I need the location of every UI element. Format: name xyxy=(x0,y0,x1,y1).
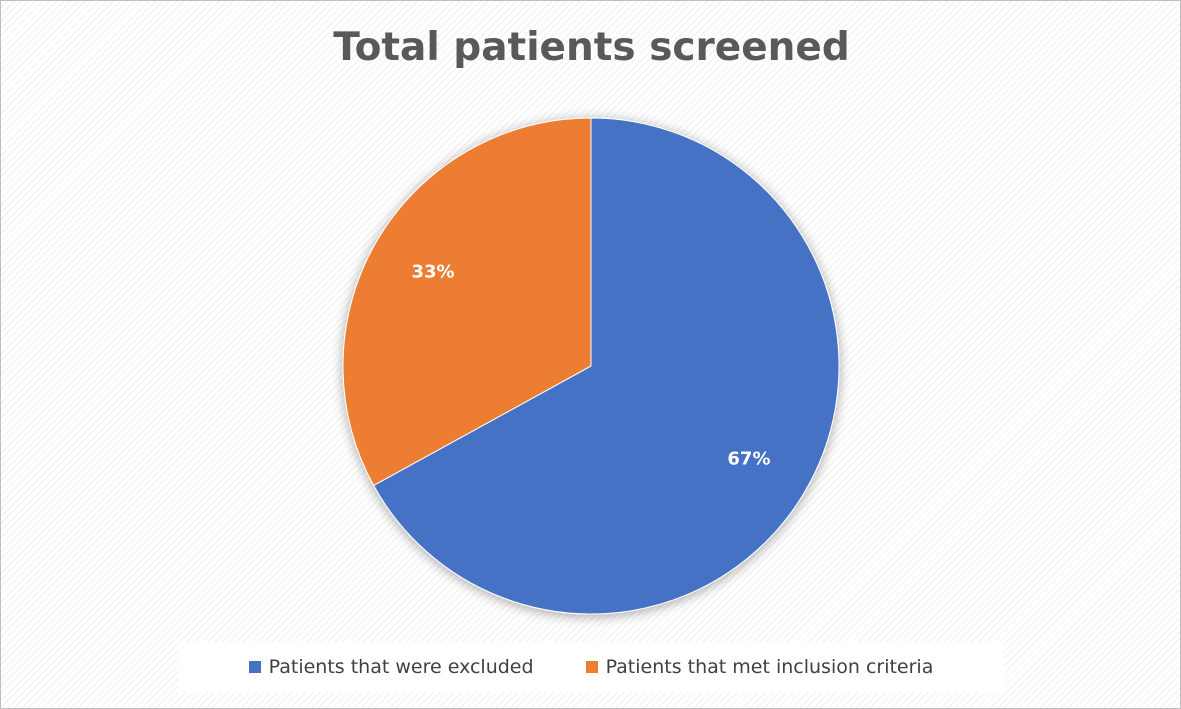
legend-swatch-included xyxy=(585,661,598,673)
chart-title: Total patients screened xyxy=(333,25,850,70)
legend-item-included: Patients that met inclusion criteria xyxy=(585,656,934,678)
slice-label-excluded: 67% xyxy=(727,448,770,469)
legend: Patients that were excluded Patients tha… xyxy=(178,642,1004,692)
legend-label-included: Patients that met inclusion criteria xyxy=(605,656,934,678)
pie-slice-included xyxy=(342,117,592,487)
legend-item-excluded: Patients that were excluded xyxy=(248,656,534,678)
slice-label-included: 33% xyxy=(411,262,454,283)
pie-chart: 67% 33% xyxy=(342,117,840,615)
pie-slice-excluded xyxy=(372,117,840,615)
legend-label-excluded: Patients that were excluded xyxy=(268,656,534,678)
legend-swatch-excluded xyxy=(248,661,261,673)
